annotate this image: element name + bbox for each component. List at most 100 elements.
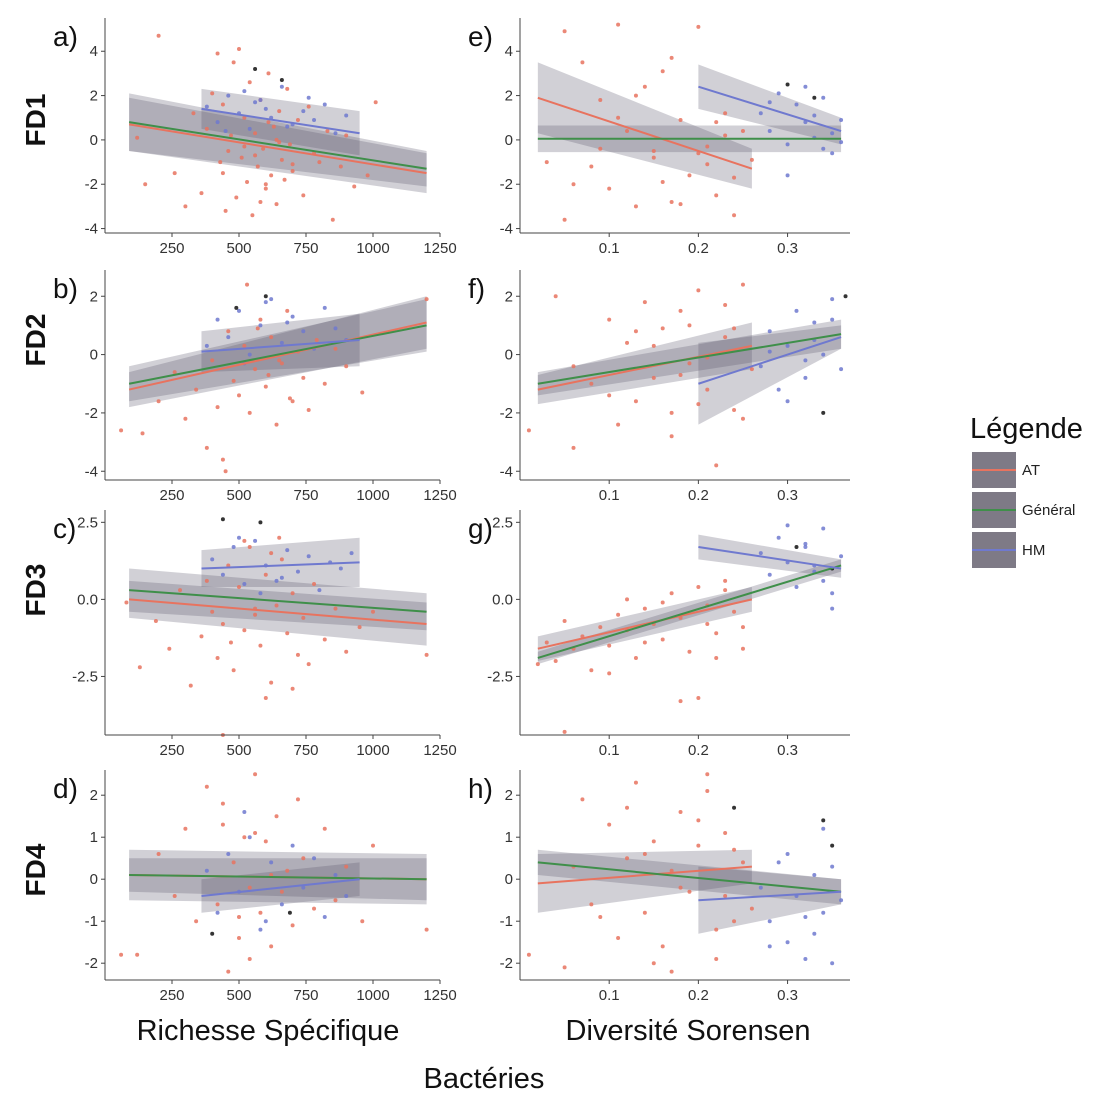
data-point-at [687,323,692,328]
data-point-at [616,22,621,27]
data-point-at [732,408,737,412]
fit-line-hm [698,85,842,132]
data-point-hm [312,856,317,861]
data-point-at [285,308,290,313]
data-point-at [277,358,282,363]
data-point-at [242,115,247,120]
data-point-outlier [785,82,790,87]
data-point-at [598,915,603,919]
data-point-hm [322,102,327,107]
data-point-at [285,868,290,873]
data-point-hm [204,104,209,109]
data-point-at [226,329,231,334]
data-point-at [598,146,603,151]
fit-line-général [129,589,427,613]
data-point-at [732,609,737,614]
data-point-hm [776,860,781,865]
data-point-at [290,591,295,596]
data-point-at [669,591,674,596]
data-point-at [226,969,231,974]
data-point-hm [279,84,284,89]
data-point-at [660,69,665,74]
data-point-at [607,393,612,398]
data-point-at [678,699,683,704]
data-point-at [373,100,378,105]
data-point-hm [301,109,306,114]
x-tick-label: 250 [159,987,184,1004]
data-point-hm [830,131,835,136]
data-point-at [269,680,274,685]
data-point-at [633,329,638,334]
data-point-hm [776,387,781,392]
x-tick-label: 250 [159,240,184,257]
data-point-at [220,801,225,806]
fit-line-at [537,96,753,170]
data-point-at [714,631,719,636]
data-point-at [625,597,630,602]
plot-area [520,770,850,980]
data-point-at [749,367,754,372]
data-point-at [598,625,603,630]
data-point-at [740,860,745,865]
data-point-at [571,364,576,369]
x-tick-label: 750 [293,987,318,1004]
data-point-at [357,625,362,630]
data-point-at [696,696,701,701]
data-point-outlier [253,66,258,71]
data-point-hm [237,535,241,540]
y-tick-label: 2 [505,88,513,105]
data-point-at [194,387,199,392]
data-point-at [723,588,728,593]
x-tick-label: 1250 [423,742,456,759]
data-point-hm [785,940,790,945]
data-point-hm [306,554,311,559]
y-tick-label: -1 [500,913,513,930]
data-point-hm [794,585,799,590]
y-tick-label: 0 [90,132,98,149]
data-point-hm [279,340,284,345]
data-point-hm [210,557,215,562]
data-point-hm [223,129,228,134]
data-point-at [732,326,737,331]
data-point-at [616,612,621,617]
data-point-at [287,142,292,147]
data-point-at [279,889,284,894]
data-point-at [732,919,737,924]
panel-letter: c) [53,513,76,544]
panel-f: -4 -2 0 2 0.1 0.2 0.3 f) [468,270,850,504]
data-point-hm [285,548,290,553]
data-point-hm [247,126,252,131]
data-point-at [228,640,233,645]
data-point-at [723,831,728,835]
fit-line-général [128,324,427,385]
data-point-hm [839,140,844,145]
data-point-at [633,655,638,660]
data-point-at [242,835,247,840]
data-point-at [295,652,300,657]
confidence-band-général [129,858,427,901]
data-point-at [633,780,638,785]
data-point-at [250,213,255,218]
fit-line-at [537,598,753,650]
data-point-at [253,612,258,617]
data-point-at [562,217,567,222]
data-point-at [607,317,612,322]
data-point-at [223,469,228,474]
data-point-at [263,182,268,187]
data-point-outlier [830,843,835,848]
confidence-band-hm [201,88,360,156]
data-point-at [124,600,129,605]
data-point-at [231,668,236,673]
confidence-band-hm [698,866,842,934]
data-point-at [333,606,338,611]
y-tick-label: 4 [505,43,513,60]
data-point-at [269,551,274,556]
data-point-at [258,199,263,204]
data-point-at [333,898,338,903]
x-tick-label: 500 [226,987,251,1004]
data-point-at [669,969,674,974]
confidence-band-général [129,299,427,402]
fit-line-at [128,321,427,391]
data-point-at [135,135,140,140]
data-point-at [156,852,161,856]
